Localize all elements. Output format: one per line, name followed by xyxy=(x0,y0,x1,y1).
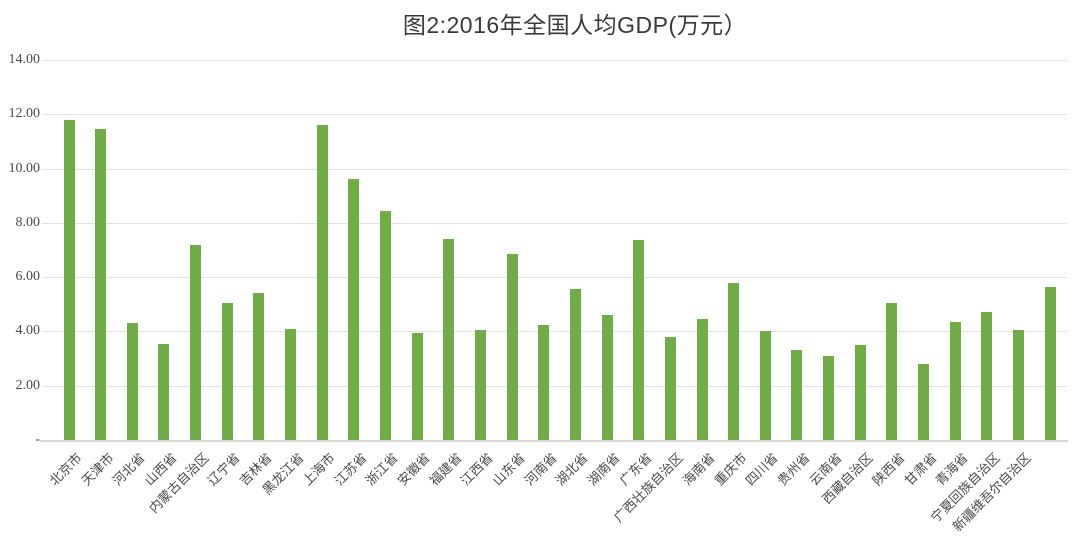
bar xyxy=(285,328,297,440)
bar xyxy=(696,319,708,440)
y-tick-label: 14.00 xyxy=(8,51,41,67)
x-tick-label: 陕西省 xyxy=(869,450,908,489)
bar xyxy=(1044,286,1056,440)
bar xyxy=(63,119,75,440)
x-tick-label: 天津市 xyxy=(78,450,117,489)
x-tick-label: 江西省 xyxy=(457,450,497,489)
y-tick-label: 2.00 xyxy=(15,377,41,393)
x-tick-label: 甘肃省 xyxy=(901,450,940,489)
bar xyxy=(158,343,170,440)
y-tick-label: 4.00 xyxy=(15,323,41,339)
x-tick-label: 四川省 xyxy=(742,450,782,489)
x-tick-label: 福建省 xyxy=(426,450,465,489)
x-tick-label: 安徽省 xyxy=(394,450,433,489)
gridline xyxy=(42,385,1067,387)
x-tick-label: 河北省 xyxy=(109,450,149,489)
bar xyxy=(474,330,486,440)
x-tick-label: 浙江省 xyxy=(363,450,402,489)
y-tick-label: 6.00 xyxy=(15,269,41,285)
bar xyxy=(348,179,360,440)
bar xyxy=(949,321,961,440)
bar xyxy=(380,210,391,440)
bar xyxy=(569,289,581,440)
bar xyxy=(918,363,930,440)
x-tick-label: 辽宁省 xyxy=(204,450,243,489)
x-tick-label: 海南省 xyxy=(679,450,718,489)
gridline xyxy=(42,59,1067,61)
x-axis-baseline xyxy=(40,440,1068,442)
gridline xyxy=(42,331,1067,333)
bar xyxy=(854,344,866,440)
gridline xyxy=(42,114,1067,116)
chart-title: 图2:2016年全国人均GDP(万元） xyxy=(402,12,748,38)
bar xyxy=(538,324,550,440)
bar xyxy=(633,240,645,440)
bar xyxy=(126,323,138,440)
bar xyxy=(759,331,771,440)
x-tick-label: 贵州省 xyxy=(774,450,813,489)
bar xyxy=(316,125,328,440)
x-tick-label: 重庆市 xyxy=(711,450,750,489)
bar xyxy=(443,239,455,440)
x-tick-label: 江苏省 xyxy=(331,450,370,489)
x-tick-label: 湖北省 xyxy=(552,450,592,489)
bar xyxy=(411,332,423,440)
bar xyxy=(506,254,518,440)
y-tick-label: 8.00 xyxy=(15,214,41,230)
bar xyxy=(981,312,993,440)
x-tick-label: 上海市 xyxy=(299,450,338,489)
bar xyxy=(221,302,233,440)
x-tick-label: 北京市 xyxy=(46,450,85,489)
bar xyxy=(190,244,202,440)
bar xyxy=(601,315,613,440)
bar xyxy=(664,336,676,440)
gridline xyxy=(42,277,1067,279)
y-tick-label: - xyxy=(35,432,40,447)
bar xyxy=(791,350,803,440)
bar xyxy=(886,302,898,440)
y-tick-label: 10.00 xyxy=(8,160,41,176)
bar xyxy=(728,282,740,440)
y-tick-label: 12.00 xyxy=(8,106,41,122)
bar xyxy=(253,293,265,440)
gridline xyxy=(42,168,1067,170)
x-tick-label: 河南省 xyxy=(521,450,560,489)
x-tick-label: 湖南省 xyxy=(584,450,623,489)
bar xyxy=(95,129,107,440)
bar xyxy=(1013,330,1024,440)
x-tick-label: 山东省 xyxy=(489,450,528,489)
gridline xyxy=(42,222,1067,224)
bar xyxy=(823,355,835,440)
